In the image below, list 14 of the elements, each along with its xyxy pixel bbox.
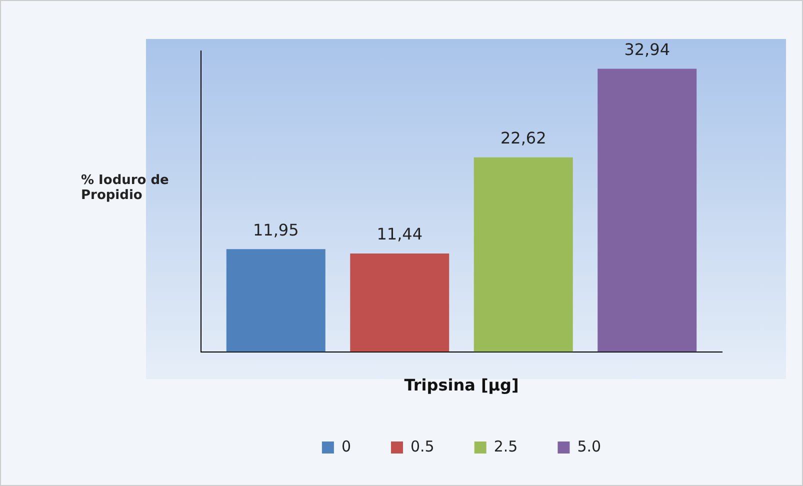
bar — [474, 157, 573, 352]
bar — [226, 249, 326, 352]
data-label: 11,44 — [376, 224, 423, 244]
data-label: 32,94 — [624, 40, 670, 59]
bar — [350, 253, 450, 352]
bar — [598, 68, 697, 352]
legend-label: 2.5 — [494, 437, 518, 456]
legend-label: 0.5 — [410, 437, 434, 456]
data-label: 11,95 — [252, 220, 299, 240]
data-label: 22,62 — [500, 128, 546, 148]
legend-label: 0 — [341, 437, 351, 456]
x-axis-title: Tripsina [μg] — [404, 376, 519, 395]
legend-label: 5.0 — [577, 437, 602, 456]
y-axis-title: % Ioduro de Propidio — [81, 173, 170, 203]
